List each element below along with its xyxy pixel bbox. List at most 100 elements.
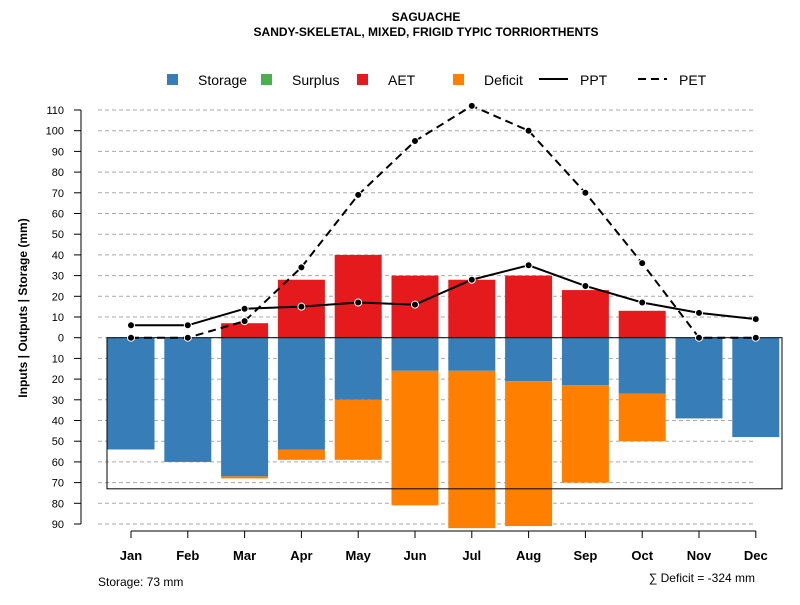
x-tick-label: Oct: [631, 548, 653, 563]
x-tick-label: Jan: [120, 548, 142, 563]
pet-point: [695, 333, 703, 342]
storage-bar: [107, 337, 155, 450]
x-tick-label: Jun: [403, 548, 426, 563]
y-tick-label: 70: [52, 478, 64, 490]
legend-swatch: [453, 74, 464, 85]
pet-point: [751, 333, 760, 342]
ppt-point: [467, 275, 476, 284]
x-tick-label: Aug: [516, 548, 541, 563]
ppt-point: [183, 321, 192, 330]
ppt-point: [581, 281, 590, 290]
pet-point: [240, 317, 249, 326]
legend-label: PET: [679, 72, 707, 88]
x-tick-label: Apr: [290, 548, 312, 563]
aet-bar: [561, 290, 609, 338]
storage-bar: [277, 337, 325, 450]
y-tick-label: 90: [52, 146, 64, 158]
storage-bar: [391, 337, 439, 371]
ppt-point: [524, 261, 533, 270]
y-tick-label: 10: [52, 312, 64, 324]
y-tick-label: 100: [46, 126, 64, 138]
ppt-line: [131, 264, 756, 327]
pet-point: [183, 333, 192, 342]
y-tick-label: 80: [52, 167, 64, 179]
pet-point: [638, 259, 647, 268]
pet-point: [127, 333, 135, 342]
storage-bar: [448, 337, 496, 371]
legend-label: Deficit: [484, 72, 523, 88]
aet-bar: [448, 279, 496, 338]
legend-label: Storage: [198, 72, 247, 88]
y-tick-label: 90: [52, 519, 64, 531]
y-tick-label: 0: [58, 333, 64, 345]
y-tick-label: 40: [52, 250, 64, 262]
ppt-point: [240, 304, 249, 313]
pet-line: [131, 104, 756, 339]
y-tick-label: 50: [52, 436, 64, 448]
y-tick-label: 30: [52, 395, 64, 407]
y-tick-label: 60: [52, 209, 64, 221]
pet-point: [524, 126, 533, 135]
pet-point: [354, 190, 363, 199]
legend-swatch: [261, 74, 272, 85]
storage-capacity-box: [106, 337, 783, 490]
legend-swatch: [357, 74, 368, 85]
legend-label: AET: [388, 72, 416, 88]
storage-bar: [675, 337, 723, 419]
storage-bar: [221, 337, 269, 477]
x-tick-label: Sep: [573, 548, 597, 563]
x-tick-label: Jul: [462, 548, 481, 563]
storage-bar: [618, 337, 666, 394]
y-tick-label: 60: [52, 457, 64, 469]
y-tick-label: 50: [52, 229, 64, 241]
x-tick-label: Mar: [233, 548, 256, 563]
deficit-bar: [221, 476, 269, 479]
storage-bar: [505, 337, 553, 382]
ppt-point: [127, 321, 135, 330]
y-tick-label: 40: [52, 416, 64, 428]
aet-bar: [221, 323, 269, 338]
deficit-note: ∑ Deficit = -324 mm: [649, 571, 755, 585]
deficit-bar: [391, 370, 439, 506]
pet-point: [467, 101, 476, 110]
deficit-bar: [561, 385, 609, 483]
storage-bar: [561, 337, 609, 386]
legend-swatch: [167, 74, 178, 85]
y-tick-label: 20: [52, 374, 64, 386]
y-tick-label: 10: [52, 353, 64, 365]
chart-subtitle: SANDY-SKELETAL, MIXED, FRIGID TYPIC TORR…: [254, 25, 599, 39]
deficit-bar: [448, 370, 496, 529]
x-tick-label: Dec: [744, 548, 768, 563]
ppt-point: [354, 298, 363, 307]
ppt-point: [695, 308, 703, 317]
y-axis-label: Inputs | Outputs | Storage (mm): [16, 218, 30, 397]
deficit-bar: [277, 449, 325, 460]
ppt-point: [751, 315, 760, 324]
pet-point: [297, 263, 306, 272]
aet-bar: [618, 310, 666, 338]
y-tick-label: 30: [52, 271, 64, 283]
deficit-bar: [505, 381, 553, 527]
y-tick-label: 20: [52, 291, 64, 303]
pet-point: [581, 188, 590, 197]
x-tick-label: May: [346, 548, 372, 563]
deficit-bar: [334, 399, 382, 460]
storage-bar: [334, 337, 382, 400]
y-tick-label: 110: [46, 105, 64, 117]
ppt-point: [297, 302, 306, 311]
pet-point: [411, 137, 419, 146]
legend-label: Surplus: [292, 72, 339, 88]
ppt-point: [638, 298, 647, 307]
y-tick-label: 70: [52, 188, 64, 200]
y-tick-label: 80: [52, 498, 64, 510]
storage-bar: [732, 337, 780, 438]
x-tick-label: Feb: [176, 548, 199, 563]
aet-bar: [505, 275, 553, 338]
aet-bar: [334, 254, 382, 338]
ppt-point: [411, 300, 419, 309]
legend-label: PPT: [580, 72, 608, 88]
storage-bar: [164, 337, 212, 462]
x-tick-label: Nov: [687, 548, 712, 563]
